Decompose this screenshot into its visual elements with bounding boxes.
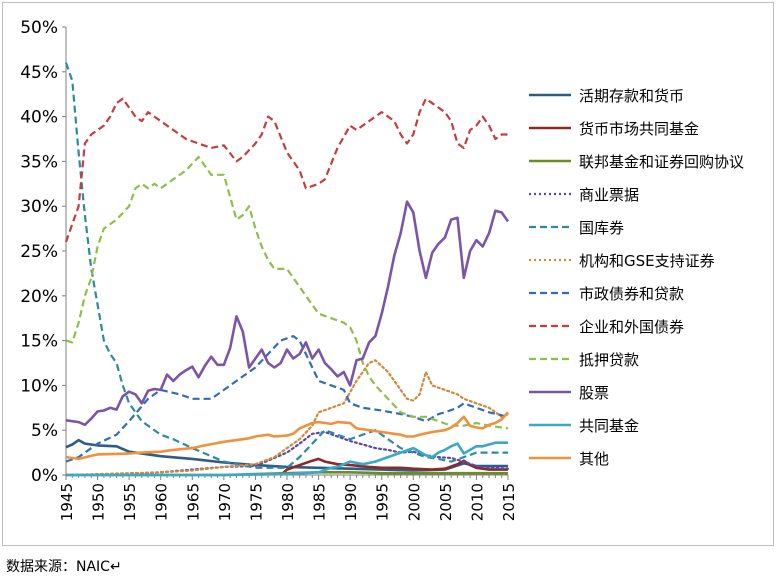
y-tick-label: 30% bbox=[20, 197, 58, 217]
chart-frame: 0% 5% 10% 15% 20% 25% 30% 35% 40% 45% 50% 1945 1950 1… bbox=[2, 2, 774, 546]
legend-label-3: 联邦基金和证券回购协议 bbox=[579, 153, 744, 171]
x-tick-label: 1960 bbox=[153, 483, 171, 521]
series-line-7 bbox=[65, 335, 509, 463]
line-chart: 0% 5% 10% 15% 20% 25% 30% 35% 40% 45% 50% 1945 1950 1… bbox=[20, 18, 744, 521]
series-line-12 bbox=[65, 411, 509, 461]
x-tick-label: 2015 bbox=[500, 483, 518, 521]
x-tick-label: 2010 bbox=[468, 483, 486, 521]
x-tick-label: 1975 bbox=[247, 483, 265, 521]
x-tick-label: 1980 bbox=[279, 483, 297, 521]
legend-label-5: 国库券 bbox=[579, 219, 624, 237]
y-tick-label: 5% bbox=[31, 421, 58, 441]
legend: 活期存款和货币货币市场共同基金联邦基金和证券回购协议商业票据国库券机构和GSE支… bbox=[529, 87, 744, 468]
y-tick-label: 40% bbox=[20, 108, 58, 128]
series-line-1 bbox=[65, 438, 508, 472]
source-note: 数据来源：NAIC↵ bbox=[6, 559, 122, 575]
x-tick-label: 1985 bbox=[311, 483, 329, 521]
y-tick-label: 10% bbox=[20, 376, 58, 396]
legend-label-11: 共同基金 bbox=[579, 417, 639, 435]
y-tick-label: 20% bbox=[20, 287, 58, 307]
x-tick-label: 2000 bbox=[405, 483, 423, 521]
y-tick-label: 25% bbox=[20, 242, 58, 262]
series-line-9 bbox=[65, 155, 509, 430]
x-tick-label: 2005 bbox=[437, 483, 455, 521]
y-tick-label: 15% bbox=[20, 332, 58, 352]
legend-label-4: 商业票据 bbox=[579, 186, 639, 204]
legend-label-9: 抵押贷款 bbox=[579, 351, 639, 369]
series-line-5 bbox=[64, 62, 508, 469]
series-line-11 bbox=[66, 441, 508, 477]
series-line-10 bbox=[65, 200, 510, 427]
legend-label-6: 机构和GSE支持证券 bbox=[579, 252, 715, 270]
x-tick-label: 1965 bbox=[184, 483, 202, 521]
legend-label-8: 企业和外国债券 bbox=[579, 318, 684, 336]
legend-label-2: 货币市场共同基金 bbox=[579, 120, 699, 138]
x-tick-label: 1950 bbox=[90, 483, 108, 521]
legend-label-12: 其他 bbox=[579, 450, 609, 468]
legend-label-7: 市政债券和贷款 bbox=[579, 285, 684, 303]
x-tick-label: 1945 bbox=[58, 483, 76, 521]
legend-label-1: 活期存款和货币 bbox=[579, 87, 684, 105]
series-line-6 bbox=[64, 359, 510, 477]
y-tick-label: 45% bbox=[20, 63, 58, 83]
legend-label-10: 股票 bbox=[579, 384, 609, 402]
y-tick-label: 0% bbox=[31, 466, 58, 486]
plot-axes: 0% 5% 10% 15% 20% 25% 30% 35% 40% 45% 50% 1945 1950 1… bbox=[20, 18, 518, 521]
y-tick-label: 50% bbox=[20, 18, 58, 38]
series-lines bbox=[64, 62, 510, 477]
y-tick-label: 35% bbox=[20, 152, 58, 172]
x-tick-label: 1995 bbox=[374, 483, 392, 521]
x-tick-label: 1990 bbox=[342, 483, 360, 521]
series-line-8 bbox=[64, 97, 508, 243]
x-tick-label: 1955 bbox=[121, 483, 139, 521]
x-tick-label: 1970 bbox=[216, 483, 234, 521]
